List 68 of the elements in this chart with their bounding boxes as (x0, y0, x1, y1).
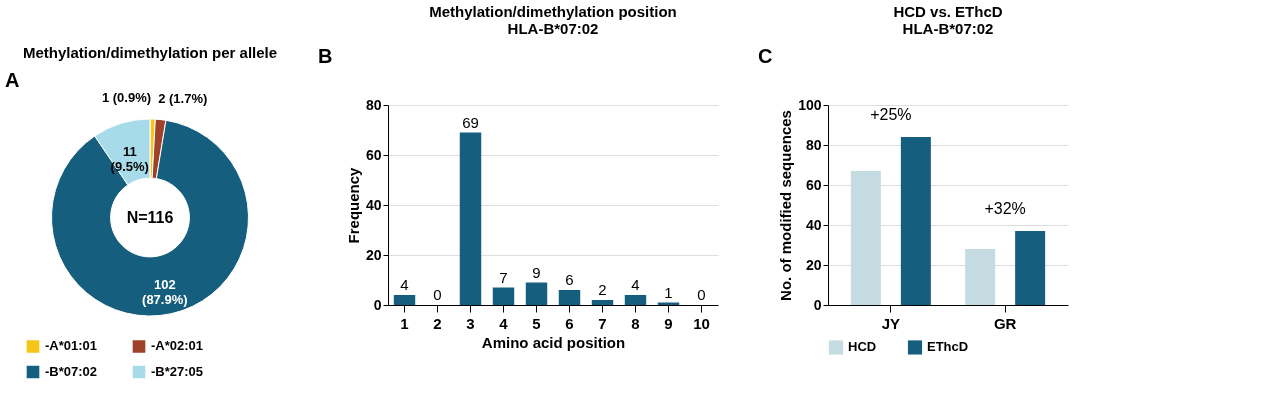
text: A (5, 69, 20, 91)
bar (492, 287, 515, 305)
y-tick-label: 0 (373, 296, 382, 313)
x-axis-title: Amino acid position (481, 333, 626, 351)
bar (591, 300, 614, 305)
x-tick-label: 10 (693, 314, 710, 332)
text: B (318, 45, 333, 67)
y-tick-label: 60 (805, 176, 822, 193)
bar (850, 171, 881, 305)
data-label: 102 (87.9%) (142, 276, 188, 307)
bar (624, 295, 647, 305)
data-label: 6 (565, 271, 574, 288)
legend-label: EThcD (927, 339, 969, 355)
annotation: +32% (984, 200, 1026, 217)
y-tick-label: 40 (365, 196, 382, 213)
x-tick-label: 1 (400, 314, 409, 332)
text: N=116 (126, 208, 174, 226)
x-tick-label: 7 (598, 314, 607, 332)
y-tick-label: 0 (813, 296, 822, 313)
data-label: 9 (532, 263, 541, 281)
x-tick-label: 5 (532, 314, 541, 332)
chart-subtitle: HLA-B*07:02 (507, 20, 599, 37)
x-tick-label: GR (993, 314, 1017, 332)
chart-title: Methylation/dimethylation per allele (22, 44, 278, 61)
bar (393, 295, 416, 305)
y-axis-title: Frequency (344, 166, 362, 244)
x-tick-label: 4 (499, 314, 509, 332)
y-tick-label: 40 (805, 216, 822, 233)
x-tick-label: 8 (631, 314, 640, 332)
legend-label: -B*07:02 (45, 364, 98, 379)
bar (459, 132, 482, 305)
data-label: 4 (400, 276, 409, 293)
data-label: 0 (697, 286, 706, 303)
annotation: +25% (870, 106, 912, 123)
legend-label: -A*01:01 (45, 338, 98, 354)
y-tick-label: 80 (805, 136, 822, 153)
chart-title: HCD vs. EThcD (893, 3, 1003, 20)
y-tick-label: 60 (365, 146, 382, 163)
data-label: 0 (433, 286, 442, 303)
bar (965, 249, 996, 305)
legend-label: -B*27:05 (151, 364, 204, 379)
data-label: 4 (631, 276, 640, 293)
text: C (758, 45, 773, 67)
x-tick-label: 2 (433, 314, 442, 332)
legend-label: -A*02:01 (151, 338, 204, 354)
bar (1015, 231, 1046, 305)
data-label: 2 (598, 281, 607, 298)
chart-title: Methylation/dimethylation position (429, 3, 677, 20)
y-tick-label: 80 (365, 96, 382, 113)
x-tick-label: 9 (664, 314, 673, 332)
data-label: 7 (499, 268, 508, 286)
bar (558, 290, 581, 305)
bar (525, 282, 548, 305)
bar (900, 137, 931, 305)
y-axis-title: No. of modified sequences (777, 110, 795, 301)
y-tick-label: 20 (365, 246, 382, 263)
chart-subtitle: HLA-B*07:02 (902, 20, 994, 37)
x-tick-label: 3 (466, 314, 475, 332)
legend-label: HCD (848, 339, 877, 355)
y-tick-label: 20 (805, 256, 822, 273)
y-tick-label: 100 (798, 96, 822, 113)
donut-slice (51, 119, 249, 317)
data-label: 2 (1.7%) (158, 90, 208, 106)
data-label: 1 (664, 283, 673, 301)
data-label: 69 (462, 113, 479, 131)
x-tick-label: 6 (565, 314, 574, 332)
x-tick-label: JY (881, 314, 901, 332)
data-label: 1 (0.9%) (101, 90, 152, 106)
